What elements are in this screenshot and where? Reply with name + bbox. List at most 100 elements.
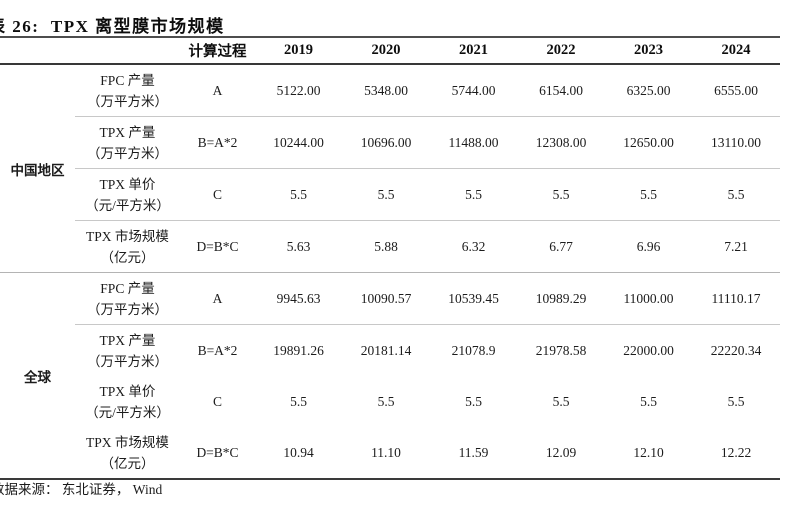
calc-cell: B=A*2 — [180, 324, 255, 376]
indicator-line2: （万平方米） — [87, 93, 168, 109]
value-cell: 5.5 — [552, 393, 570, 409]
indicator-label: FPC 产量 （万平方米） — [75, 272, 180, 325]
indicator-line2: （万平方米） — [87, 353, 168, 369]
value-cell: 10.94 — [283, 444, 314, 460]
header-year-2024: 2024 — [692, 36, 780, 65]
page-title: 表 26: TPX 离型膜市场规模 — [0, 17, 225, 36]
value-cell: 5.5 — [605, 168, 692, 221]
value-cell: 22220.34 — [692, 324, 780, 376]
header-year-2022: 2022 — [517, 36, 605, 65]
value-cell: 12308.00 — [517, 116, 605, 169]
value-cell: 6.96 — [605, 220, 692, 273]
indicator-line2: （万平方米） — [87, 301, 168, 317]
indicator-line1: TPX 单价 — [99, 383, 156, 399]
value-cell: 5.5 — [290, 393, 307, 409]
data-source-note: 数据来源： 东北证券， Wind — [0, 482, 163, 497]
indicator-label: TPX 市场规模 （亿元） — [75, 427, 180, 479]
calc-cell: B=A*2 — [180, 116, 255, 169]
indicator-label: FPC 产量 （万平方米） — [75, 64, 180, 117]
table-header-row: 计算过程 2019 2020 2021 2022 2023 2024 — [0, 36, 780, 65]
value-cell: 9945.63 — [255, 272, 342, 325]
value-cell: 22000.00 — [605, 324, 692, 376]
value-cell: 6555.00 — [714, 82, 758, 98]
calc-cell: A — [212, 82, 223, 98]
indicator-label: TPX 产量 （万平方米） — [75, 324, 180, 376]
indicator-line2: （元/平方米） — [85, 404, 170, 420]
value-cell: 5.5 — [430, 168, 517, 221]
header-calc: 计算过程 — [180, 36, 255, 65]
calc-cell: C — [180, 168, 255, 221]
table-row: TPX 市场规模 （亿元） D=B*C 10.94 11.10 11.59 12… — [0, 427, 780, 479]
indicator-line1: TPX 产量 — [99, 332, 156, 348]
header-year-2020: 2020 — [342, 36, 430, 65]
table-row: TPX 单价 （元/平方米） C 5.5 5.5 5.5 5.5 5.5 5.5 — [0, 168, 780, 221]
value-cell: 21078.9 — [430, 324, 517, 376]
indicator-label: TPX 市场规模 （亿元） — [75, 220, 180, 273]
value-cell: 5122.00 — [276, 82, 321, 98]
value-cell: 11.10 — [371, 444, 401, 460]
value-cell: 5.5 — [465, 393, 482, 409]
value-cell: 5.88 — [342, 220, 430, 273]
value-cell: 5.5 — [640, 393, 657, 409]
value-cell: 6325.00 — [626, 82, 671, 98]
indicator-line2: （元/平方米） — [85, 197, 170, 213]
indicator-line1: TPX 市场规模 — [86, 228, 169, 244]
table-row: TPX 单价 （元/平方米） C 5.5 5.5 5.5 5.5 5.5 5.5 — [0, 376, 780, 427]
market-size-table: 计算过程 2019 2020 2021 2022 2023 2024 中国地区 … — [0, 36, 780, 480]
header-region-empty — [0, 36, 75, 65]
value-cell: 5.5 — [727, 393, 745, 409]
calc-cell: D=B*C — [180, 220, 255, 273]
indicator-label: TPX 产量 （万平方米） — [75, 116, 180, 169]
value-cell: 11110.17 — [692, 272, 780, 325]
value-cell: 6.32 — [430, 220, 517, 273]
value-cell: 5.5 — [255, 168, 342, 221]
value-cell: 11000.00 — [605, 272, 692, 325]
value-cell: 19891.26 — [255, 324, 342, 376]
header-indicator-empty — [75, 36, 180, 65]
header-year-2021: 2021 — [430, 36, 517, 65]
header-year-2019: 2019 — [255, 36, 342, 65]
calc-cell: A — [180, 272, 255, 325]
indicator-label: TPX 单价 （元/平方米） — [75, 376, 180, 427]
value-cell: 5.5 — [517, 168, 605, 221]
value-cell: 12.22 — [720, 444, 752, 460]
calc-cell: C — [212, 393, 222, 409]
value-cell: 11.59 — [458, 444, 489, 460]
value-cell: 10696.00 — [342, 116, 430, 169]
value-cell: 12.09 — [545, 444, 577, 460]
value-cell: 10989.29 — [517, 272, 605, 325]
value-cell: 6.77 — [517, 220, 605, 273]
indicator-line2: （亿元） — [100, 455, 155, 471]
value-cell: 20181.14 — [342, 324, 430, 376]
table-row: TPX 产量 （万平方米） B=A*2 10244.00 10696.00 11… — [0, 116, 780, 169]
region-cell-china: 中国地区 — [10, 162, 65, 178]
indicator-label: TPX 单价 （元/平方米） — [75, 168, 180, 221]
indicator-line2: （亿元） — [100, 249, 155, 265]
indicator-line1: FPC 产量 — [100, 72, 155, 88]
indicator-line1: TPX 产量 — [99, 124, 156, 140]
calc-cell: D=B*C — [196, 444, 239, 460]
value-cell: 12.10 — [633, 444, 664, 460]
value-cell: 5.5 — [692, 168, 780, 221]
value-cell: 5.63 — [255, 220, 342, 273]
table-row: TPX 市场规模 （亿元） D=B*C 5.63 5.88 6.32 6.77 … — [0, 220, 780, 273]
value-cell: 10539.45 — [430, 272, 517, 325]
value-cell: 5348.00 — [364, 82, 408, 98]
table-row: 全球 FPC 产量 （万平方米） A 9945.63 10090.57 1053… — [0, 272, 780, 479]
table-row: TPX 产量 （万平方米） B=A*2 19891.26 20181.14 21… — [0, 324, 780, 376]
indicator-line1: TPX 市场规模 — [86, 434, 169, 450]
value-cell: 5744.00 — [451, 82, 496, 98]
value-cell: 10090.57 — [342, 272, 430, 325]
region-cell-global: 全球 — [0, 272, 75, 479]
indicator-line1: TPX 单价 — [99, 176, 156, 192]
value-cell: 11488.00 — [430, 116, 517, 169]
header-year-2023: 2023 — [605, 36, 692, 65]
table-row: 中国地区 FPC 产量 （万平方米） A 5122.00 5348.00 574… — [0, 64, 780, 178]
value-cell: 10244.00 — [255, 116, 342, 169]
value-cell: 6154.00 — [539, 82, 583, 98]
indicator-line1: FPC 产量 — [100, 280, 155, 296]
value-cell: 21978.58 — [517, 324, 605, 376]
value-cell: 5.5 — [377, 393, 395, 409]
value-cell: 5.5 — [342, 168, 430, 221]
